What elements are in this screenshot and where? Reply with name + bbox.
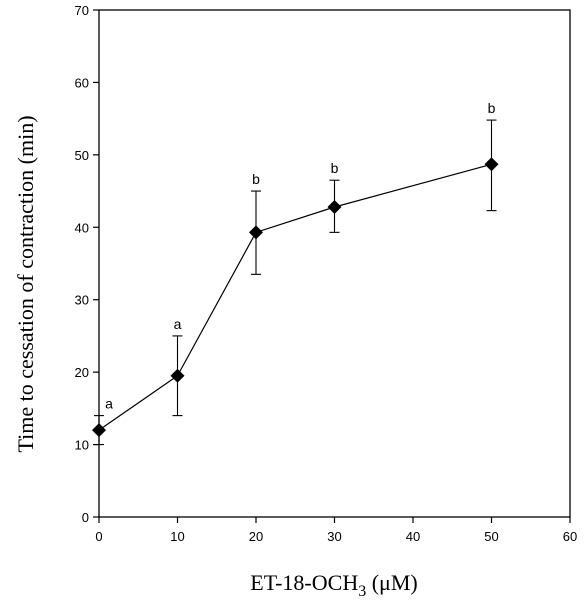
y-tick-label: 20 [75,365,89,380]
series-line [98,163,492,431]
significance-label: b [488,100,496,116]
y-tick-label: 70 [75,3,89,18]
data-point-diamond [170,368,185,383]
x-tick-label: 0 [95,529,102,544]
data-point-diamond [484,157,499,172]
axis-ticks: 0 10 20 30 40 50 60 0 10 20 30 40 50 60 70 [75,3,578,544]
x-axis-title: ET-18-OCH3 (μM) [250,570,417,600]
data-point-diamond [249,225,263,240]
y-tick-label: 0 [82,510,89,525]
data-point-diamond [327,200,342,215]
x-tick-label: 20 [249,529,263,544]
significance-label: a [105,396,113,412]
data-point-diamond [92,423,106,438]
x-tick-label: 50 [484,529,498,544]
y-tick-label: 40 [75,220,89,235]
y-axis-title: Time to cessation of contraction (min) [13,115,38,452]
x-tick-label: 60 [563,529,577,544]
y-tick-label: 10 [75,438,89,453]
x-tick-label: 10 [170,529,184,544]
x-tick-label: 30 [327,529,341,544]
significance-label: b [331,160,339,176]
significance-label: a [174,316,182,332]
y-tick-label: 50 [75,148,89,163]
axes [98,9,571,518]
significance-label: b [252,171,260,187]
y-tick-label: 30 [75,293,89,308]
y-tick-label: 60 [75,75,89,90]
data-series: a a b b b [92,100,499,446]
plot-frame [98,9,571,518]
x-tick-label: 40 [406,529,420,544]
